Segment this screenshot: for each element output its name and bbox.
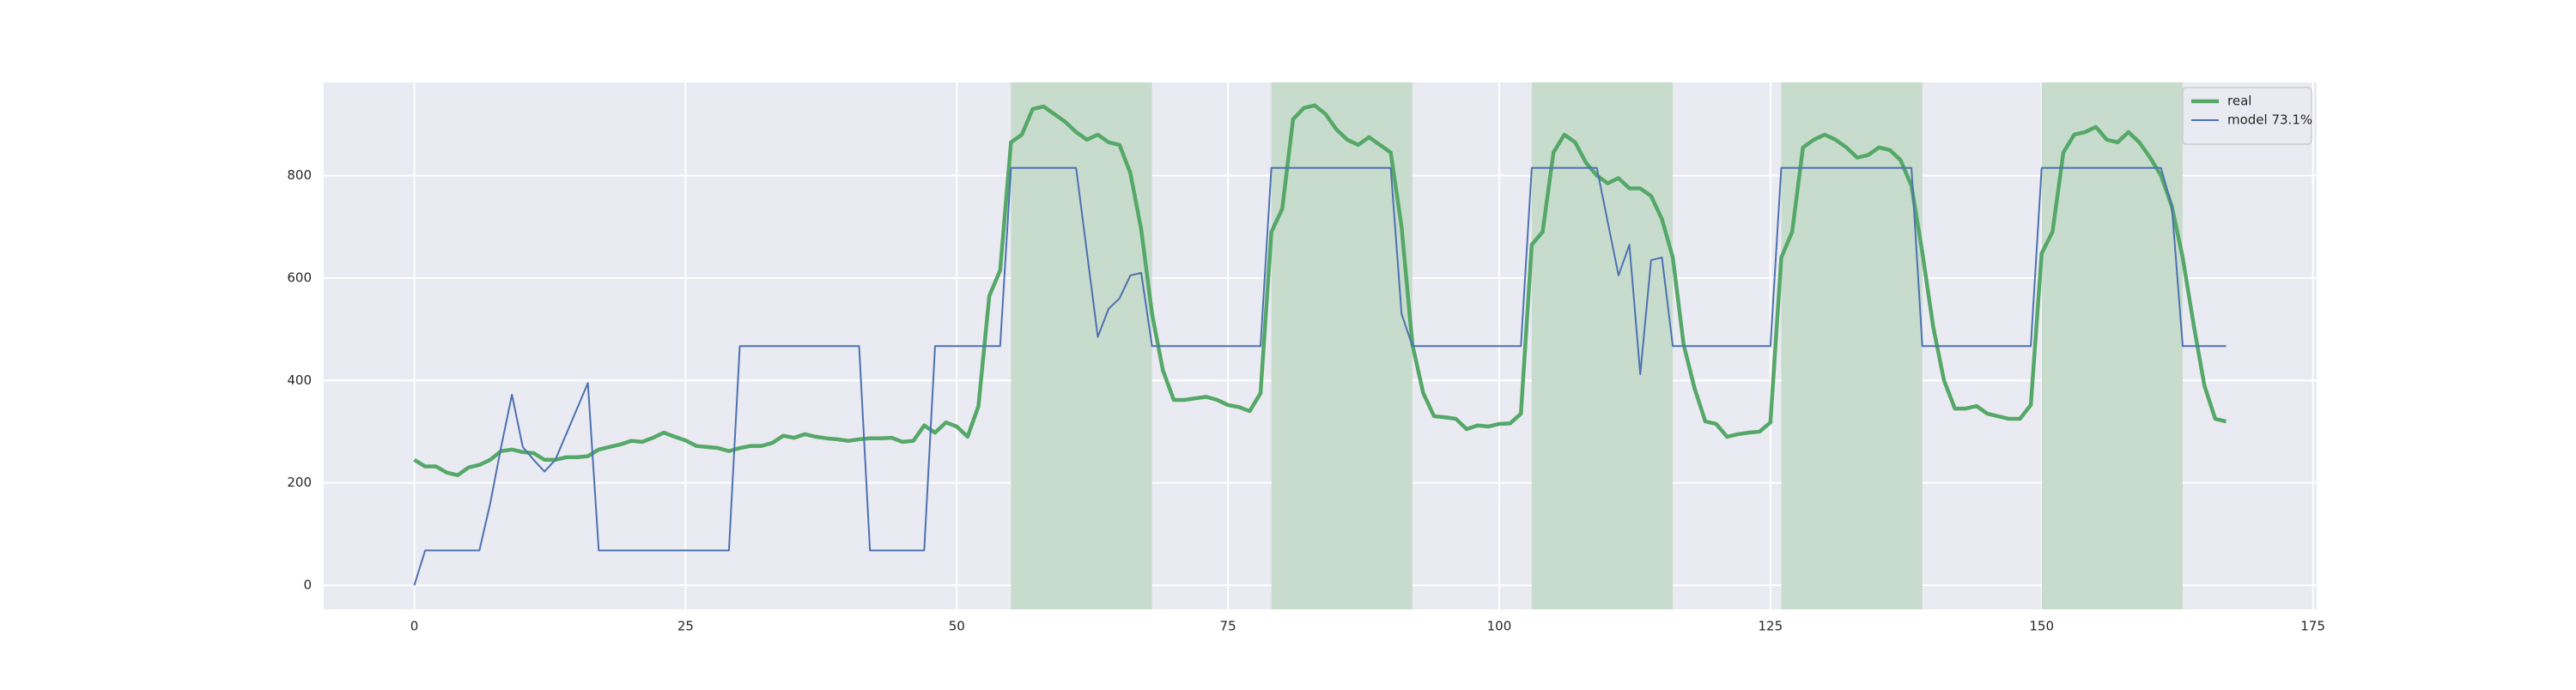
highlight-span [1011, 82, 1152, 609]
y-tick-label: 0 [303, 577, 312, 592]
x-tick-label: 125 [1759, 619, 1783, 634]
x-tick-label: 150 [2029, 619, 2054, 634]
line-series [413, 166, 2227, 586]
x-tick-label: 175 [2300, 619, 2325, 634]
x-tick-label: 75 [1220, 619, 1236, 634]
legend-label: model 73.1% [2227, 112, 2312, 128]
y-tick-label: 400 [287, 372, 312, 388]
line-series [413, 103, 2227, 477]
x-tick-label: 0 [410, 619, 419, 634]
x-tick-label: 50 [949, 619, 965, 634]
highlight-span [1271, 82, 1413, 609]
x-tick-label: 100 [1487, 619, 1512, 634]
x-tick-label: 25 [677, 619, 694, 634]
highlight-span [1531, 82, 1674, 609]
y-tick-label: 800 [287, 167, 312, 183]
y-tick-label: 200 [287, 475, 312, 490]
y-tick-label: 600 [287, 269, 312, 285]
legend-label: real [2227, 94, 2251, 109]
highlight-span [1781, 82, 1923, 609]
